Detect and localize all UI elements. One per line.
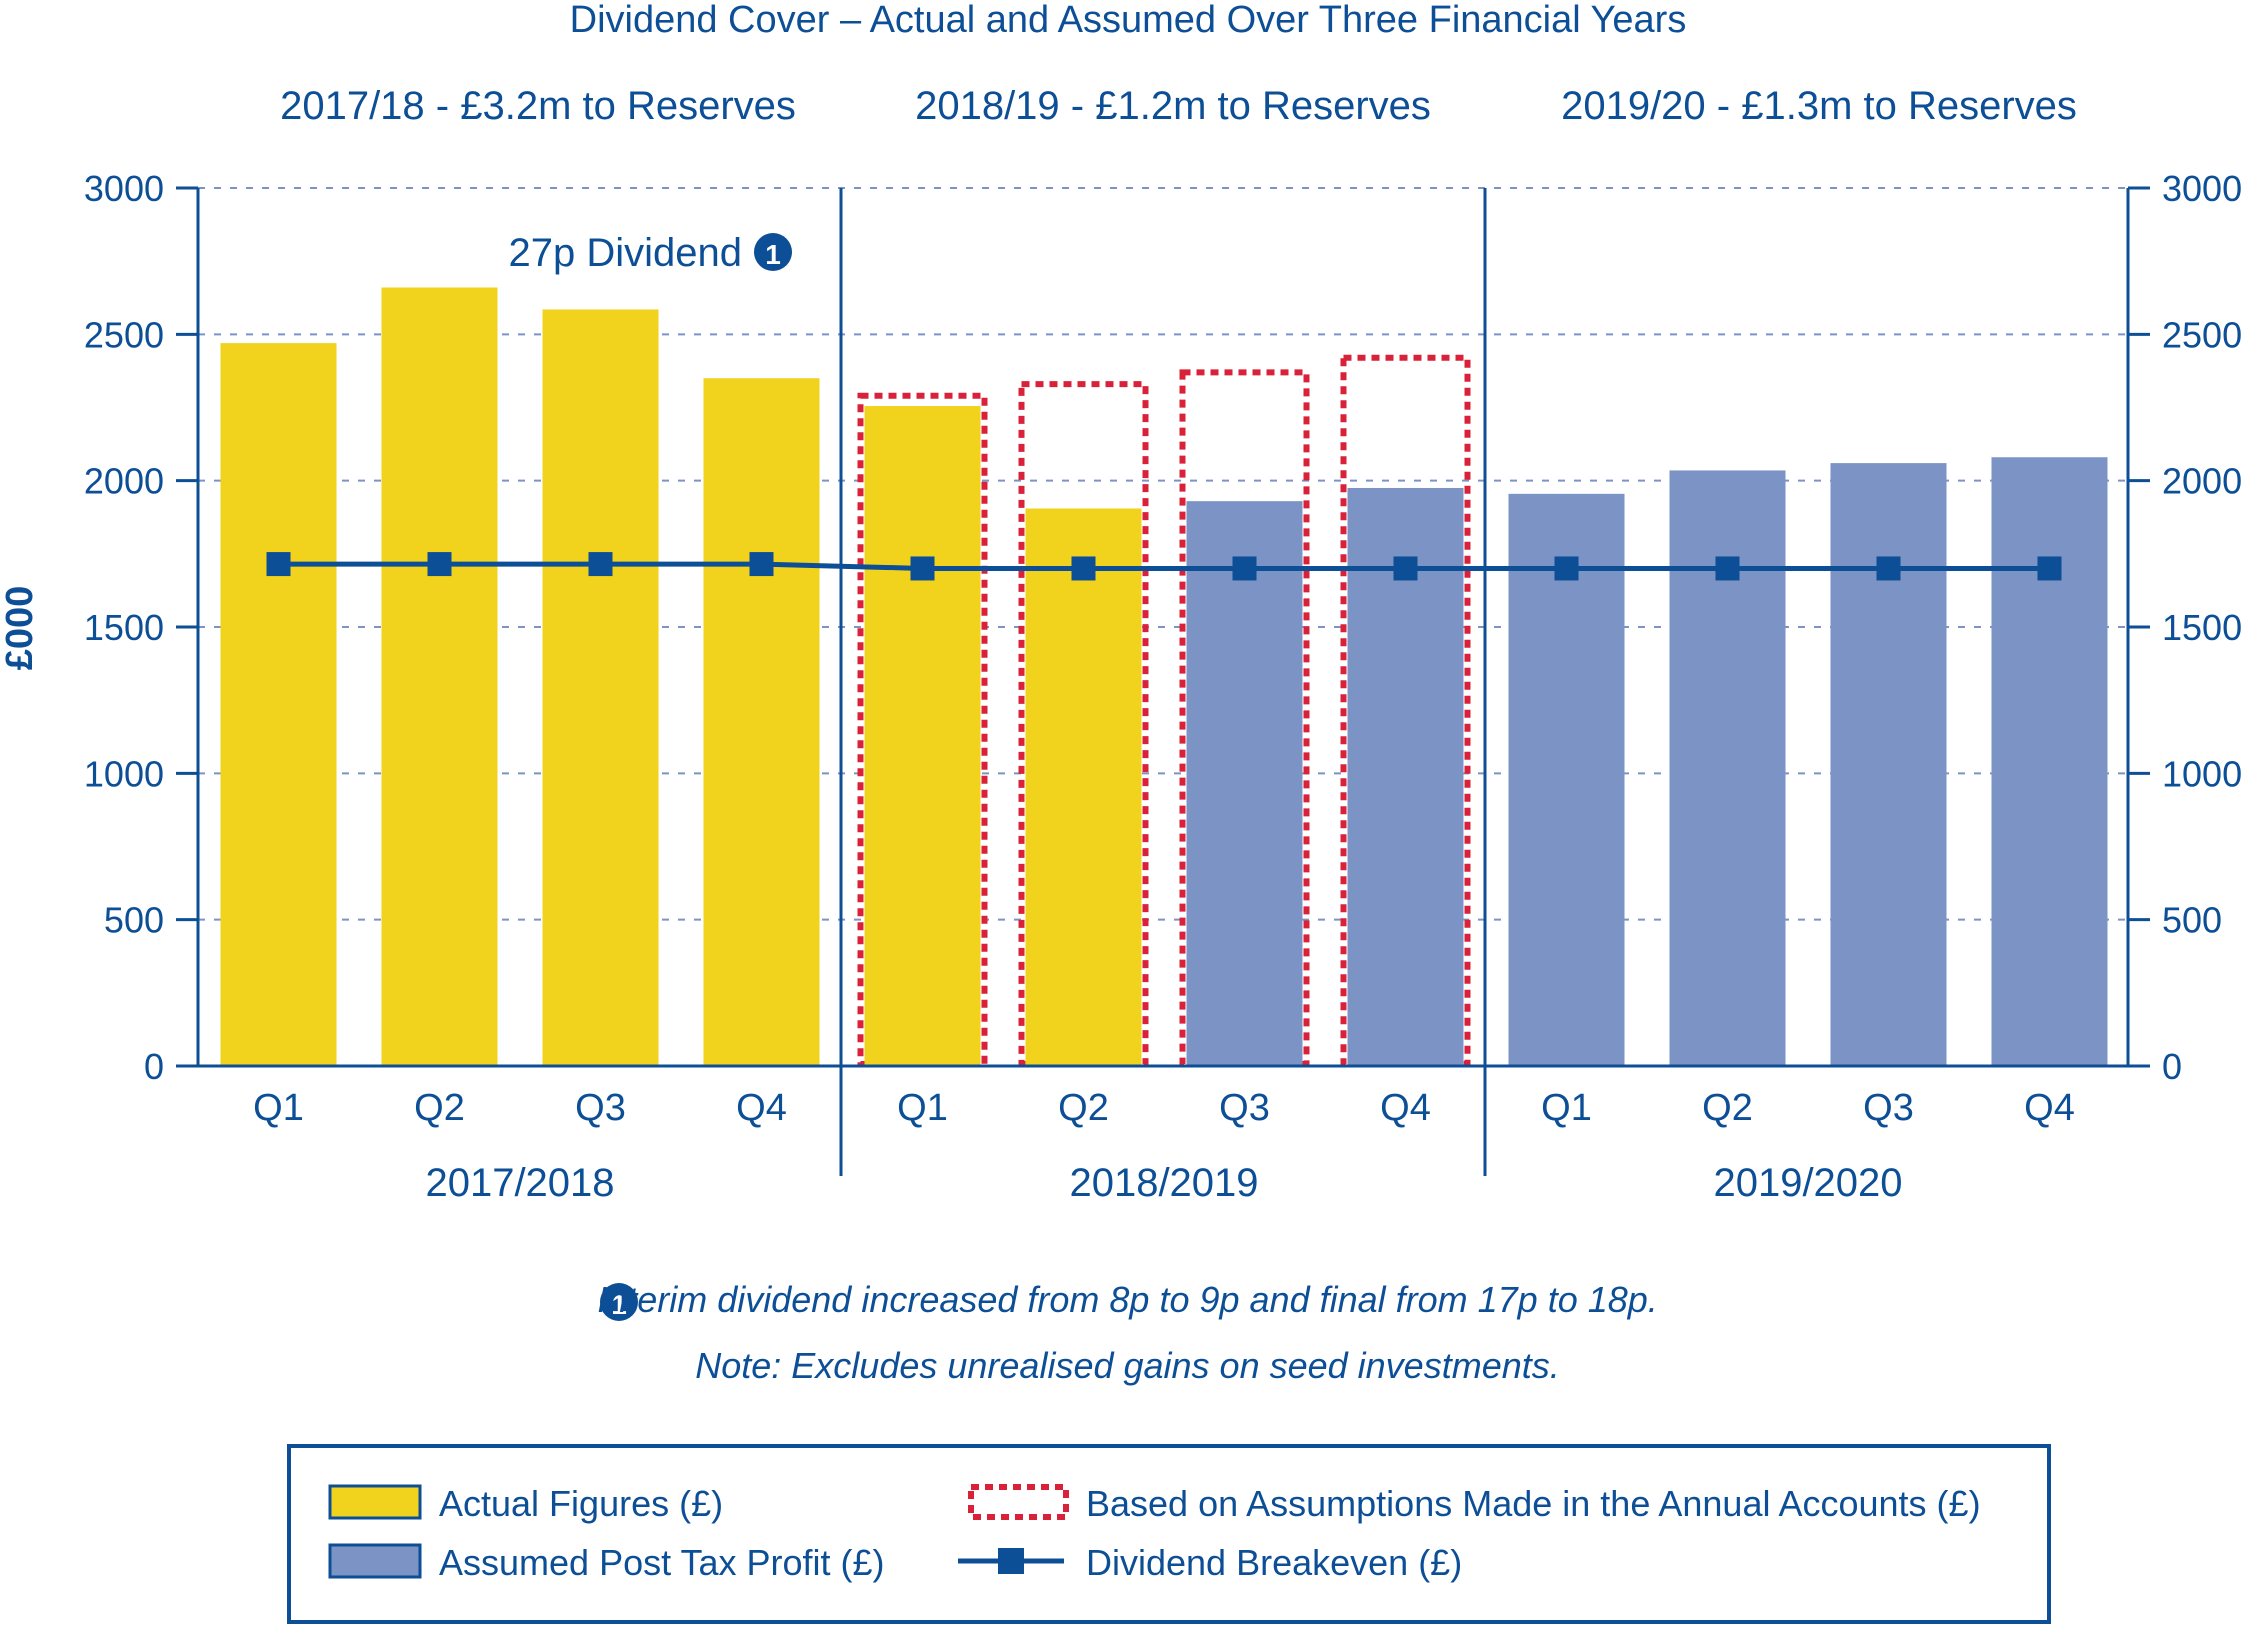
breakeven-marker — [1071, 556, 1096, 581]
bar-assumption-outline — [1179, 369, 1310, 1067]
y-tick-label-right: 500 — [2162, 900, 2222, 941]
legend-frame — [287, 1444, 2051, 1624]
x-tick-label: Q4 — [2024, 1087, 2075, 1129]
legend-swatch-breakeven-marker — [998, 1548, 1024, 1574]
annotation-marker-number: 1 — [765, 239, 781, 270]
chart-title: Dividend Cover – Actual and Assumed Over… — [570, 0, 1687, 41]
axes: 0 0 500 500 1000 1000 1500 1500 2000 2000 2500 2500… — [84, 168, 2242, 1205]
breakeven-marker — [1715, 556, 1740, 581]
breakeven-line-group — [266, 552, 2062, 581]
year-header-2018: 2018/19 - £1.2m to Reserves — [915, 84, 1431, 128]
year-header-2017: 2017/18 - £3.2m to Reserves — [280, 84, 796, 128]
y-axis-label: £000 — [0, 586, 41, 671]
breakeven-marker — [1554, 556, 1579, 581]
bar-assumed — [1508, 493, 1625, 1066]
y-tick-label-right: 1000 — [2162, 753, 2242, 794]
x-tick-label: Q1 — [253, 1087, 304, 1129]
bar-actual — [864, 406, 981, 1067]
y-tick-label-right: 2000 — [2162, 461, 2242, 502]
bar-assumed — [1991, 457, 2108, 1067]
y-tick-label-left: 0 — [144, 1046, 164, 1087]
annotation-marker — [754, 233, 792, 271]
y-tick-label-left: 3000 — [84, 168, 164, 209]
x-group-label: 2017/2018 — [425, 1161, 614, 1205]
bars — [220, 287, 2108, 1067]
annotation-text: 27p Dividend — [509, 231, 743, 275]
breakeven-marker — [1876, 556, 1901, 581]
y-tick-label-left: 1500 — [84, 607, 164, 648]
y-tick-label-right: 0 — [2162, 1046, 2182, 1087]
year-header-2019: 2019/20 - £1.3m to Reserves — [1561, 84, 2077, 128]
breakeven-marker — [1393, 556, 1418, 581]
y-tick-label-left: 2500 — [84, 314, 164, 355]
bar-actual — [381, 287, 498, 1066]
x-tick-label: Q4 — [1380, 1087, 1431, 1129]
breakeven-marker — [910, 556, 935, 581]
y-tick-label-left: 500 — [104, 900, 164, 941]
x-tick-label: Q1 — [897, 1087, 948, 1129]
x-tick-label: Q3 — [1219, 1087, 1270, 1129]
bar-actual — [542, 309, 659, 1066]
footnote-text: Interim dividend increased from 8p to 9p… — [597, 1279, 1658, 1320]
bar-actual — [703, 378, 820, 1066]
legend-label-actual: Actual Figures (£) — [439, 1483, 723, 1524]
y-tick-label-right: 3000 — [2162, 168, 2242, 209]
bar-assumed — [1186, 501, 1303, 1066]
bar-actual — [220, 343, 337, 1066]
legend: Actual Figures (£) Assumed Post Tax Prof… — [287, 1444, 2051, 1624]
footnote-marker: 1 — [600, 1283, 638, 1321]
x-tick-label: Q2 — [414, 1087, 465, 1129]
bar-actual — [1025, 508, 1142, 1067]
y-tick-label-left: 2000 — [84, 461, 164, 502]
gridlines — [198, 187, 2128, 921]
breakeven-marker — [427, 552, 452, 577]
breakeven-marker — [1232, 556, 1257, 581]
x-tick-label: Q3 — [1863, 1087, 1914, 1129]
y-tick-label-left: 1000 — [84, 753, 164, 794]
legend-swatch-assumption — [968, 1484, 1069, 1520]
dividend-annotation: 27p Dividend 1 — [509, 231, 792, 275]
x-tick-label: Q2 — [1702, 1087, 1753, 1129]
bar-assumed — [1830, 463, 1947, 1066]
breakeven-marker — [588, 552, 613, 577]
footnote-marker-circle — [600, 1283, 638, 1321]
breakeven-marker — [266, 552, 291, 577]
legend-label-assumed: Assumed Post Tax Profit (£) — [439, 1542, 885, 1583]
x-group-label: 2018/2019 — [1069, 1161, 1258, 1205]
bar-assumption-outline — [1018, 381, 1149, 1067]
y-tick-label-right: 2500 — [2162, 314, 2242, 355]
breakeven-marker — [2037, 556, 2062, 581]
exclusion-note: Note: Excludes unrealised gains on seed … — [695, 1345, 1560, 1386]
legend-swatch-assumed — [328, 1543, 422, 1579]
x-tick-label: Q1 — [1541, 1087, 1592, 1129]
legend-swatch-actual — [328, 1484, 422, 1520]
x-tick-label: Q4 — [736, 1087, 787, 1129]
legend-label-breakeven: Dividend Breakeven (£) — [1086, 1542, 1462, 1583]
breakeven-marker — [749, 552, 774, 577]
breakeven-line — [278, 561, 2050, 571]
x-group-label: 2019/2020 — [1713, 1161, 1902, 1205]
x-tick-label: Q2 — [1058, 1087, 1109, 1129]
x-tick-label: Q3 — [575, 1087, 626, 1129]
legend-label-assumption: Based on Assumptions Made in the Annual … — [1086, 1483, 1981, 1524]
bar-assumption-outline — [1340, 354, 1471, 1068]
y-tick-label-right: 1500 — [2162, 607, 2242, 648]
bar-assumed — [1347, 487, 1464, 1066]
footnote-marker-number: 1 — [611, 1289, 627, 1320]
